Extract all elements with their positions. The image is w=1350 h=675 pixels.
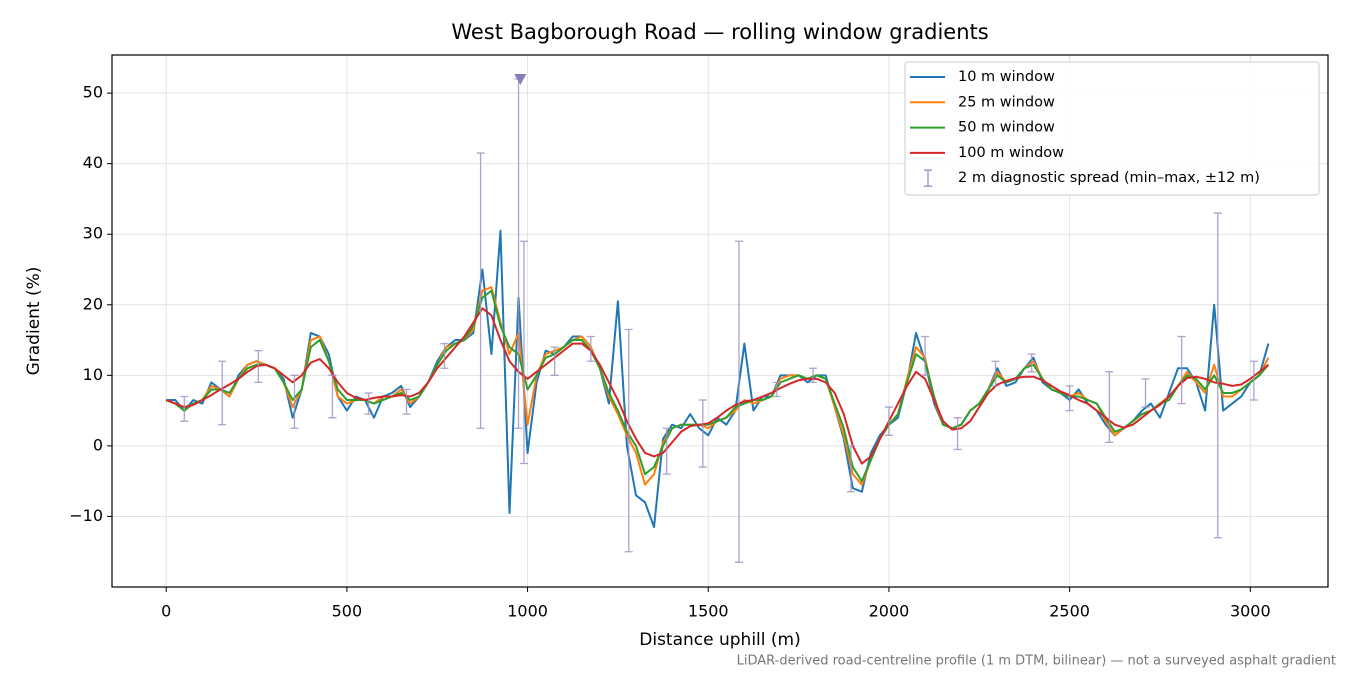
x-tick-label: 1000 [507, 602, 548, 621]
error-bar [921, 335, 930, 376]
y-tick-label: 10 [83, 365, 103, 384]
error-bar [476, 152, 485, 429]
y-tick-label: 0 [93, 435, 103, 454]
y-tick-label: 20 [83, 294, 103, 313]
error-bar [254, 349, 263, 384]
legend-label: 2 m diagnostic spread (min–max, ±12 m) [958, 170, 1260, 186]
error-bar [328, 374, 337, 419]
error-bar [218, 360, 227, 426]
error-bar [662, 427, 671, 475]
error-bar [624, 328, 633, 553]
legend-swatch [924, 169, 932, 187]
error-bar [586, 335, 595, 362]
y-tick-label: −10 [69, 506, 103, 525]
error-bar [953, 417, 962, 451]
error-bar [364, 392, 373, 415]
error-bar [809, 367, 818, 384]
y-tick-label: 50 [83, 83, 103, 102]
y-tick-label: 40 [83, 153, 103, 172]
error-bar [519, 240, 528, 465]
clip-marker [514, 73, 527, 85]
legend-label: 10 m window [958, 69, 1055, 85]
x-axis-label: Distance uphill (m) [639, 630, 800, 650]
error-bar [290, 374, 299, 429]
legend-label: 50 m window [958, 120, 1055, 136]
x-tick-label: 1500 [688, 602, 729, 621]
error-bar [1065, 385, 1074, 412]
error-bar [1213, 212, 1222, 539]
error-bar [440, 342, 449, 369]
x-tick-label: 500 [332, 602, 363, 621]
error-bar [1027, 353, 1036, 373]
plot-frame [111, 54, 1329, 588]
error-bar [991, 360, 1000, 387]
series-line [165, 307, 1269, 465]
legend-label: 25 m window [958, 94, 1055, 110]
error-bar [772, 381, 781, 398]
error-bar [402, 388, 411, 415]
error-bar [846, 445, 855, 493]
error-bar [1177, 335, 1186, 405]
error-bar [884, 406, 893, 436]
y-axis-label: Gradient (%) [24, 267, 44, 376]
error-bar [698, 399, 707, 468]
error-bar [550, 346, 559, 376]
x-tick-label: 0 [161, 602, 171, 621]
error-bar [734, 240, 743, 563]
legend-box [904, 61, 1320, 196]
legend-label: 100 m window [958, 145, 1064, 161]
series-line [165, 289, 1270, 483]
error-bar [1249, 360, 1258, 401]
error-bar [1141, 378, 1150, 408]
error-bar [180, 395, 189, 422]
x-tick-label: 2000 [869, 602, 910, 621]
footnote: LiDAR-derived road-centreline profile (1… [737, 654, 1336, 669]
y-tick-label: 30 [83, 224, 103, 243]
chart-title: West Bagborough Road — rolling window gr… [451, 20, 988, 44]
error-bar [1105, 371, 1114, 444]
x-tick-label: 2500 [1049, 602, 1090, 621]
x-tick-label: 3000 [1230, 602, 1271, 621]
